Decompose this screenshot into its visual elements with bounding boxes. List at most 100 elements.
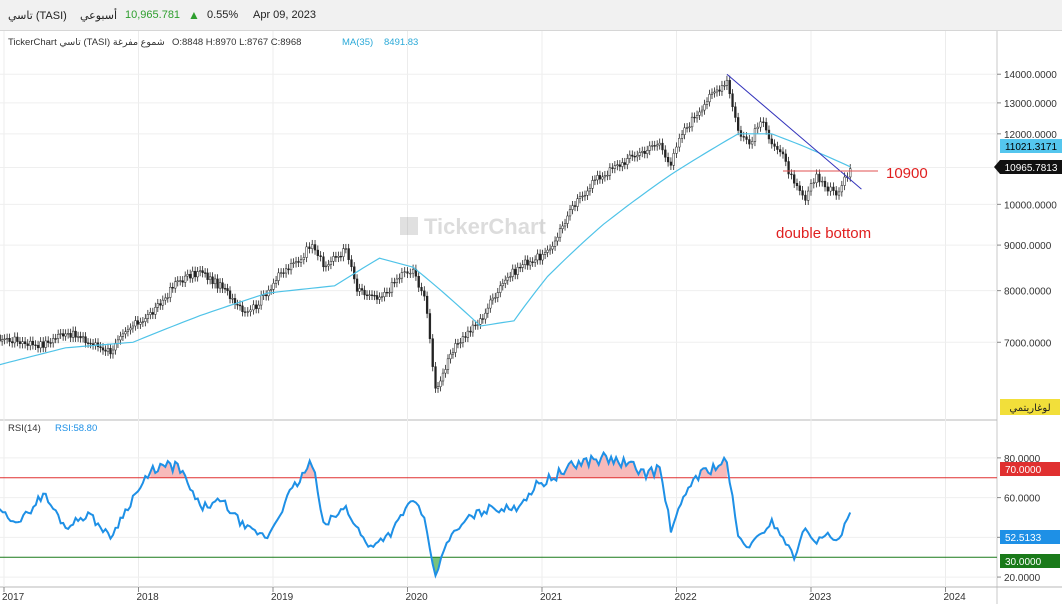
candle-body bbox=[638, 152, 641, 156]
candle-body bbox=[146, 314, 149, 319]
symbol-label[interactable]: تاسي (TASI) bbox=[8, 10, 67, 22]
candle-body bbox=[8, 338, 11, 342]
candle-body bbox=[13, 336, 16, 344]
candle-body bbox=[423, 290, 426, 297]
candle-body bbox=[184, 275, 187, 283]
candle-body bbox=[718, 89, 721, 92]
overbought-tag-text: 70.0000 bbox=[1005, 465, 1042, 476]
candle-body bbox=[459, 342, 462, 344]
candle-body bbox=[144, 318, 147, 322]
candle-body bbox=[154, 307, 157, 315]
time-tick-label: 2022 bbox=[675, 592, 698, 603]
candle-body bbox=[449, 353, 452, 360]
time-tick-label: 2021 bbox=[540, 592, 563, 603]
oversold-tag: 30.0000 bbox=[1000, 554, 1060, 568]
candle-body bbox=[420, 287, 423, 292]
candlestick-series bbox=[0, 75, 852, 393]
candle-body bbox=[428, 313, 432, 339]
candle-body bbox=[653, 145, 656, 147]
downtrend-line[interactable] bbox=[726, 73, 862, 190]
candle-body bbox=[787, 161, 790, 175]
candle-body bbox=[360, 288, 364, 291]
candle-body bbox=[563, 223, 567, 227]
candle-body bbox=[695, 115, 699, 119]
candle-body bbox=[484, 312, 487, 320]
candle-body bbox=[628, 154, 631, 159]
candle-body bbox=[255, 304, 258, 309]
candle-body bbox=[481, 318, 484, 320]
rsi-title: RSI(14) bbox=[8, 423, 41, 434]
watermark-text: TickerChart bbox=[424, 214, 547, 239]
candle-body bbox=[571, 205, 574, 210]
candle-body bbox=[3, 338, 6, 340]
candle-body bbox=[57, 334, 60, 339]
candle-body bbox=[289, 263, 293, 271]
candle-body bbox=[795, 182, 799, 187]
candle-body bbox=[101, 347, 105, 351]
candle-body bbox=[417, 275, 420, 288]
candle-body bbox=[388, 291, 391, 294]
candle-body bbox=[601, 176, 604, 180]
candle-body bbox=[798, 185, 801, 191]
ma-price-tag-text: 11021.3171 bbox=[1005, 142, 1058, 153]
market-label: أسبوعي bbox=[80, 10, 118, 22]
candle-body bbox=[368, 294, 371, 296]
candle-body bbox=[223, 288, 227, 290]
log-scale-button[interactable]: لوغاريتمي bbox=[1000, 399, 1060, 415]
candle-body bbox=[840, 185, 843, 193]
candle-body bbox=[116, 339, 120, 344]
candle-body bbox=[11, 341, 14, 344]
candle-body bbox=[496, 292, 499, 298]
watermark: TickerChart bbox=[400, 214, 547, 239]
candle-body bbox=[431, 338, 434, 367]
candle-body bbox=[284, 268, 288, 274]
candle-body bbox=[42, 341, 45, 348]
candle-body bbox=[337, 255, 340, 258]
candle-body bbox=[378, 296, 381, 300]
candle-body bbox=[843, 176, 846, 186]
double-bottom-annotation: double bottom bbox=[776, 225, 871, 242]
candle-body bbox=[543, 252, 547, 255]
candle-body bbox=[84, 336, 87, 344]
time-tick-label: 2018 bbox=[137, 592, 160, 603]
candle-body bbox=[425, 295, 429, 314]
candle-body bbox=[536, 253, 539, 261]
candle-body bbox=[491, 297, 494, 301]
candle-body bbox=[74, 330, 77, 338]
candle-body bbox=[0, 339, 4, 342]
candle-body bbox=[18, 341, 22, 344]
candle-body bbox=[784, 153, 787, 162]
candle-body bbox=[751, 141, 754, 145]
candle-body bbox=[136, 320, 140, 325]
candle-body bbox=[39, 341, 42, 349]
candle-body bbox=[319, 255, 322, 257]
candle-body bbox=[47, 340, 50, 343]
chart-area[interactable]: TickerChart TickerChart تاسي (TASI) شموع… bbox=[0, 31, 1062, 604]
candle-body bbox=[252, 304, 255, 311]
candle-body bbox=[611, 167, 614, 169]
price-tick-label: 7000.0000 bbox=[1004, 338, 1052, 349]
candle-body bbox=[86, 342, 90, 344]
candle-body bbox=[141, 321, 145, 323]
candle-body bbox=[818, 173, 821, 183]
ma-label[interactable]: MA(35) bbox=[342, 37, 373, 48]
candle-body bbox=[23, 341, 27, 345]
candle-body bbox=[358, 288, 361, 292]
candle-body bbox=[434, 366, 437, 389]
candle-body bbox=[54, 338, 57, 340]
candle-body bbox=[282, 272, 285, 274]
candle-body bbox=[576, 198, 579, 207]
candle-body bbox=[736, 117, 740, 131]
candle-body bbox=[126, 329, 130, 332]
candle-body bbox=[238, 304, 242, 307]
candle-body bbox=[395, 278, 399, 283]
candle-body bbox=[742, 136, 745, 138]
candle-body bbox=[156, 303, 159, 308]
candle-body bbox=[664, 149, 667, 158]
candle-body bbox=[398, 277, 401, 280]
candle-body bbox=[474, 324, 477, 327]
candle-body bbox=[573, 205, 577, 207]
candle-body bbox=[64, 333, 67, 337]
rsi-tick-label: 20.0000 bbox=[1004, 573, 1041, 584]
rsi-current-tag: 52.5133 bbox=[1000, 530, 1060, 544]
